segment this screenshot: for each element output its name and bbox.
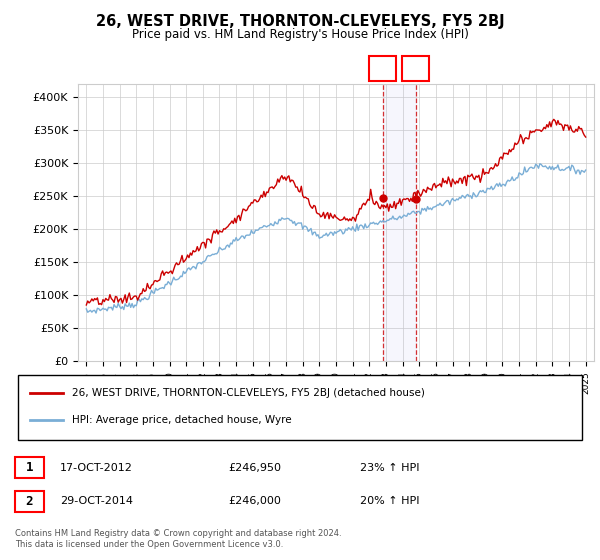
Bar <box>383 84 416 361</box>
Text: 1: 1 <box>26 461 33 474</box>
Text: 2: 2 <box>412 62 420 76</box>
Text: 20% ↑ HPI: 20% ↑ HPI <box>360 496 419 506</box>
Text: 26, WEST DRIVE, THORNTON-CLEVELEYS, FY5 2BJ (detached house): 26, WEST DRIVE, THORNTON-CLEVELEYS, FY5 … <box>72 388 425 398</box>
Text: Price paid vs. HM Land Registry's House Price Index (HPI): Price paid vs. HM Land Registry's House … <box>131 28 469 41</box>
Text: £246,000: £246,000 <box>228 496 281 506</box>
Text: £246,950: £246,950 <box>228 463 281 473</box>
Text: 23% ↑ HPI: 23% ↑ HPI <box>360 463 419 473</box>
Text: 17-OCT-2012: 17-OCT-2012 <box>60 463 133 473</box>
Text: 29-OCT-2014: 29-OCT-2014 <box>60 496 133 506</box>
Text: Contains HM Land Registry data © Crown copyright and database right 2024.
This d: Contains HM Land Registry data © Crown c… <box>15 529 341 549</box>
Text: 2: 2 <box>26 494 33 508</box>
Text: 1: 1 <box>379 62 387 76</box>
Text: HPI: Average price, detached house, Wyre: HPI: Average price, detached house, Wyre <box>72 416 292 425</box>
Text: 26, WEST DRIVE, THORNTON-CLEVELEYS, FY5 2BJ: 26, WEST DRIVE, THORNTON-CLEVELEYS, FY5 … <box>95 14 505 29</box>
